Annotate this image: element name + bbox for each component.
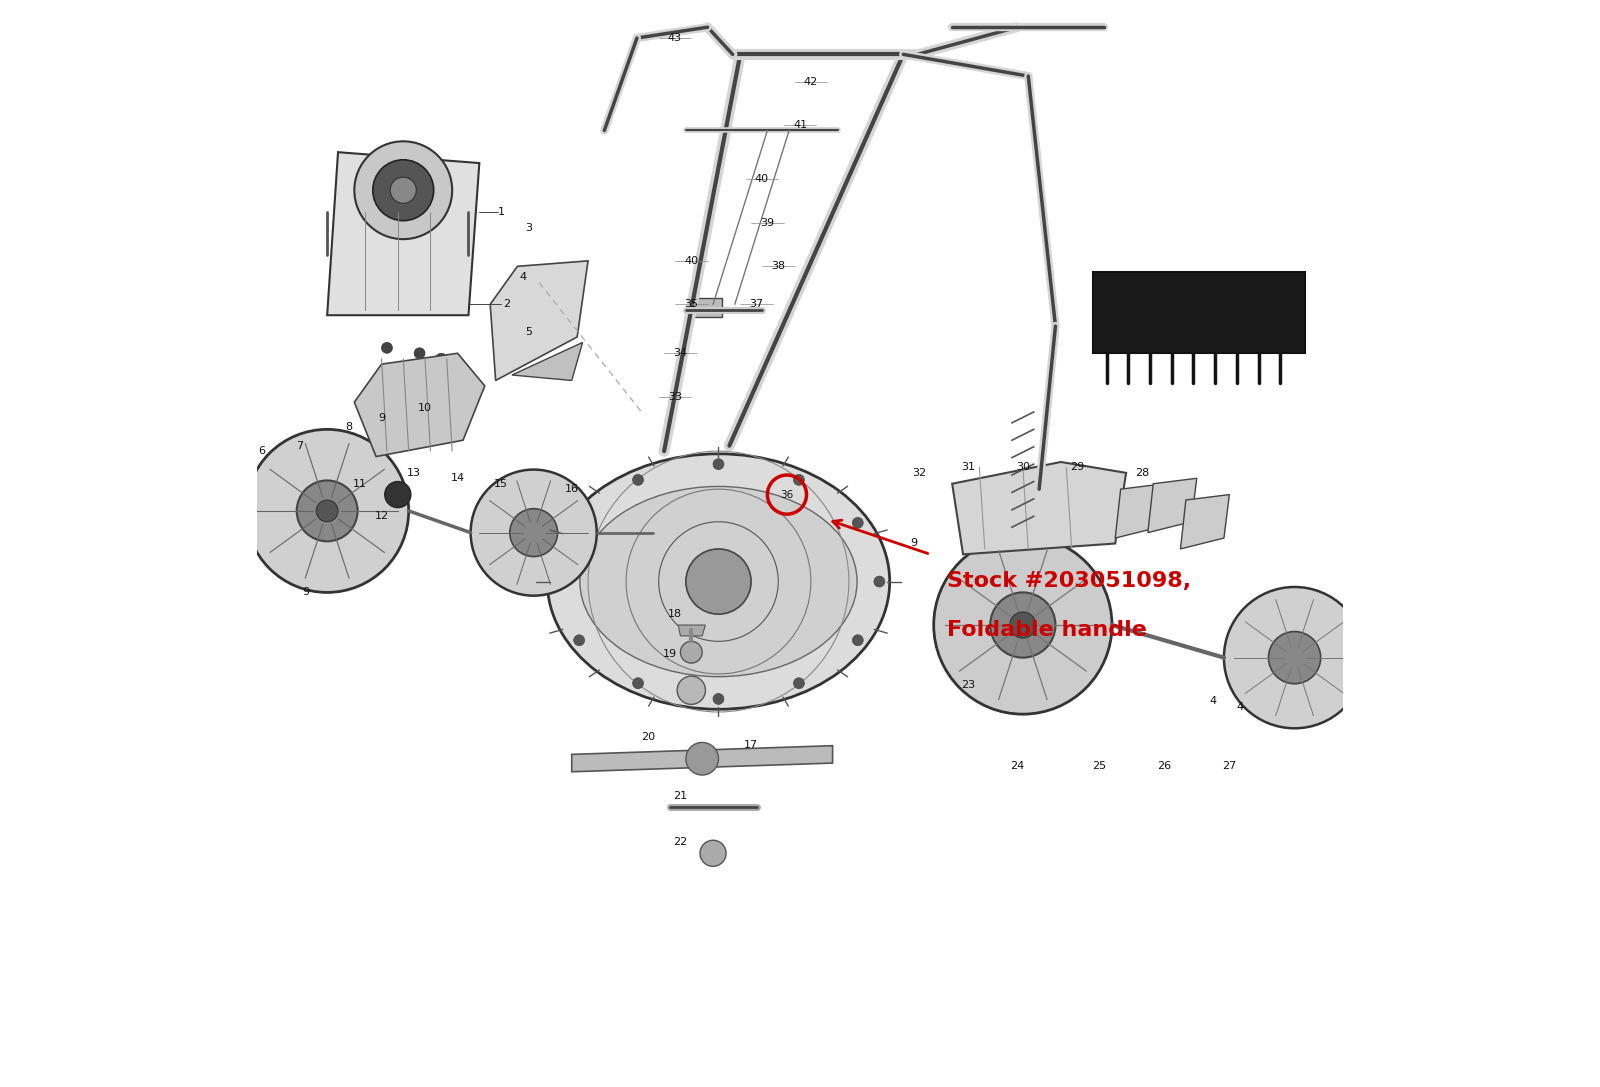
Circle shape: [317, 500, 338, 522]
Polygon shape: [571, 746, 832, 772]
Circle shape: [414, 348, 426, 359]
Text: 11: 11: [352, 478, 366, 489]
Bar: [691, 298, 722, 317]
Circle shape: [632, 474, 643, 485]
Polygon shape: [1147, 478, 1197, 533]
Ellipse shape: [547, 454, 890, 709]
Circle shape: [853, 517, 864, 528]
Text: 28: 28: [1136, 467, 1149, 478]
Text: 27: 27: [1222, 761, 1237, 772]
Polygon shape: [678, 625, 706, 636]
Circle shape: [686, 742, 718, 775]
Polygon shape: [326, 152, 480, 315]
Circle shape: [632, 678, 643, 689]
Text: 43: 43: [667, 33, 682, 43]
Polygon shape: [952, 462, 1126, 554]
Text: 39: 39: [760, 217, 774, 228]
Circle shape: [384, 482, 411, 508]
Polygon shape: [1115, 484, 1165, 538]
Text: 17: 17: [744, 739, 758, 750]
Text: 35: 35: [685, 299, 698, 310]
Circle shape: [510, 509, 557, 557]
Circle shape: [296, 480, 357, 541]
Circle shape: [874, 576, 885, 587]
Circle shape: [1269, 632, 1320, 684]
Polygon shape: [1181, 495, 1229, 549]
Circle shape: [680, 641, 702, 663]
Text: 40: 40: [685, 255, 698, 266]
Text: 3: 3: [525, 223, 531, 234]
Circle shape: [381, 342, 392, 353]
Text: 41: 41: [794, 120, 806, 130]
Bar: [1093, 272, 1306, 353]
Circle shape: [354, 141, 453, 239]
Text: 29: 29: [1070, 462, 1085, 473]
Polygon shape: [512, 342, 582, 380]
Text: 26: 26: [1157, 761, 1171, 772]
Text: 5: 5: [525, 326, 531, 337]
Text: 9: 9: [302, 587, 309, 598]
Circle shape: [853, 635, 864, 646]
Text: 36: 36: [781, 489, 794, 500]
Text: 4: 4: [1210, 696, 1216, 707]
Text: 13: 13: [406, 467, 421, 478]
Circle shape: [934, 536, 1112, 714]
Circle shape: [794, 678, 805, 689]
Text: 4: 4: [520, 272, 526, 283]
Text: 19: 19: [662, 649, 677, 660]
Text: 6: 6: [259, 446, 266, 457]
Circle shape: [699, 840, 726, 866]
Text: 34: 34: [674, 348, 688, 359]
Text: 2: 2: [502, 299, 510, 310]
Ellipse shape: [579, 487, 858, 676]
Text: 30: 30: [1016, 462, 1030, 473]
Circle shape: [990, 592, 1056, 658]
Circle shape: [677, 676, 706, 704]
Circle shape: [794, 474, 805, 485]
Text: 40: 40: [755, 174, 770, 185]
Text: 21: 21: [674, 790, 688, 801]
Circle shape: [574, 635, 584, 646]
Text: 8: 8: [346, 422, 352, 433]
Text: 25: 25: [1091, 761, 1106, 772]
Text: 7: 7: [296, 440, 304, 451]
Circle shape: [246, 429, 408, 592]
Circle shape: [686, 549, 750, 614]
Text: 4: 4: [1237, 701, 1243, 712]
Text: 14: 14: [451, 473, 464, 484]
Text: 12: 12: [374, 511, 389, 522]
Circle shape: [1224, 587, 1365, 728]
Text: 16: 16: [565, 484, 579, 495]
Text: 1: 1: [498, 207, 504, 217]
Text: Stock #203051098,: Stock #203051098,: [947, 571, 1190, 590]
Text: 38: 38: [771, 261, 786, 272]
Circle shape: [552, 576, 563, 587]
Text: 9: 9: [378, 413, 386, 424]
Text: 33: 33: [667, 391, 682, 402]
Text: 20: 20: [640, 732, 654, 742]
Text: 42: 42: [803, 76, 818, 87]
Circle shape: [470, 470, 597, 596]
Text: 31: 31: [962, 462, 976, 473]
Text: 18: 18: [667, 609, 682, 620]
Circle shape: [574, 517, 584, 528]
Text: 23: 23: [962, 679, 976, 690]
Circle shape: [373, 160, 434, 221]
Circle shape: [714, 459, 723, 470]
Circle shape: [435, 353, 446, 364]
Polygon shape: [490, 261, 589, 380]
Circle shape: [390, 177, 416, 203]
Text: 22: 22: [674, 837, 688, 848]
Text: 15: 15: [494, 478, 509, 489]
Circle shape: [1010, 612, 1035, 638]
Text: 37: 37: [749, 299, 763, 310]
Circle shape: [714, 694, 723, 704]
Text: 24: 24: [1010, 761, 1024, 772]
Text: Foldable handle: Foldable handle: [947, 620, 1147, 639]
Polygon shape: [354, 353, 485, 457]
Text: 10: 10: [418, 402, 432, 413]
Text: 9: 9: [910, 538, 918, 549]
Text: 32: 32: [912, 467, 926, 478]
